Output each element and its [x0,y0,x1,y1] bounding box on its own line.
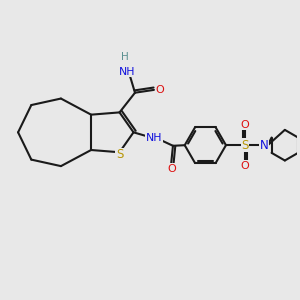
Text: O: O [241,120,250,130]
Text: O: O [155,85,164,95]
Text: NH: NH [119,67,136,76]
Text: NH: NH [146,134,162,143]
Text: H: H [121,52,128,62]
Text: S: S [116,148,123,161]
Text: O: O [167,164,176,174]
Text: N: N [260,139,268,152]
Text: O: O [241,161,250,171]
Text: S: S [242,139,249,152]
